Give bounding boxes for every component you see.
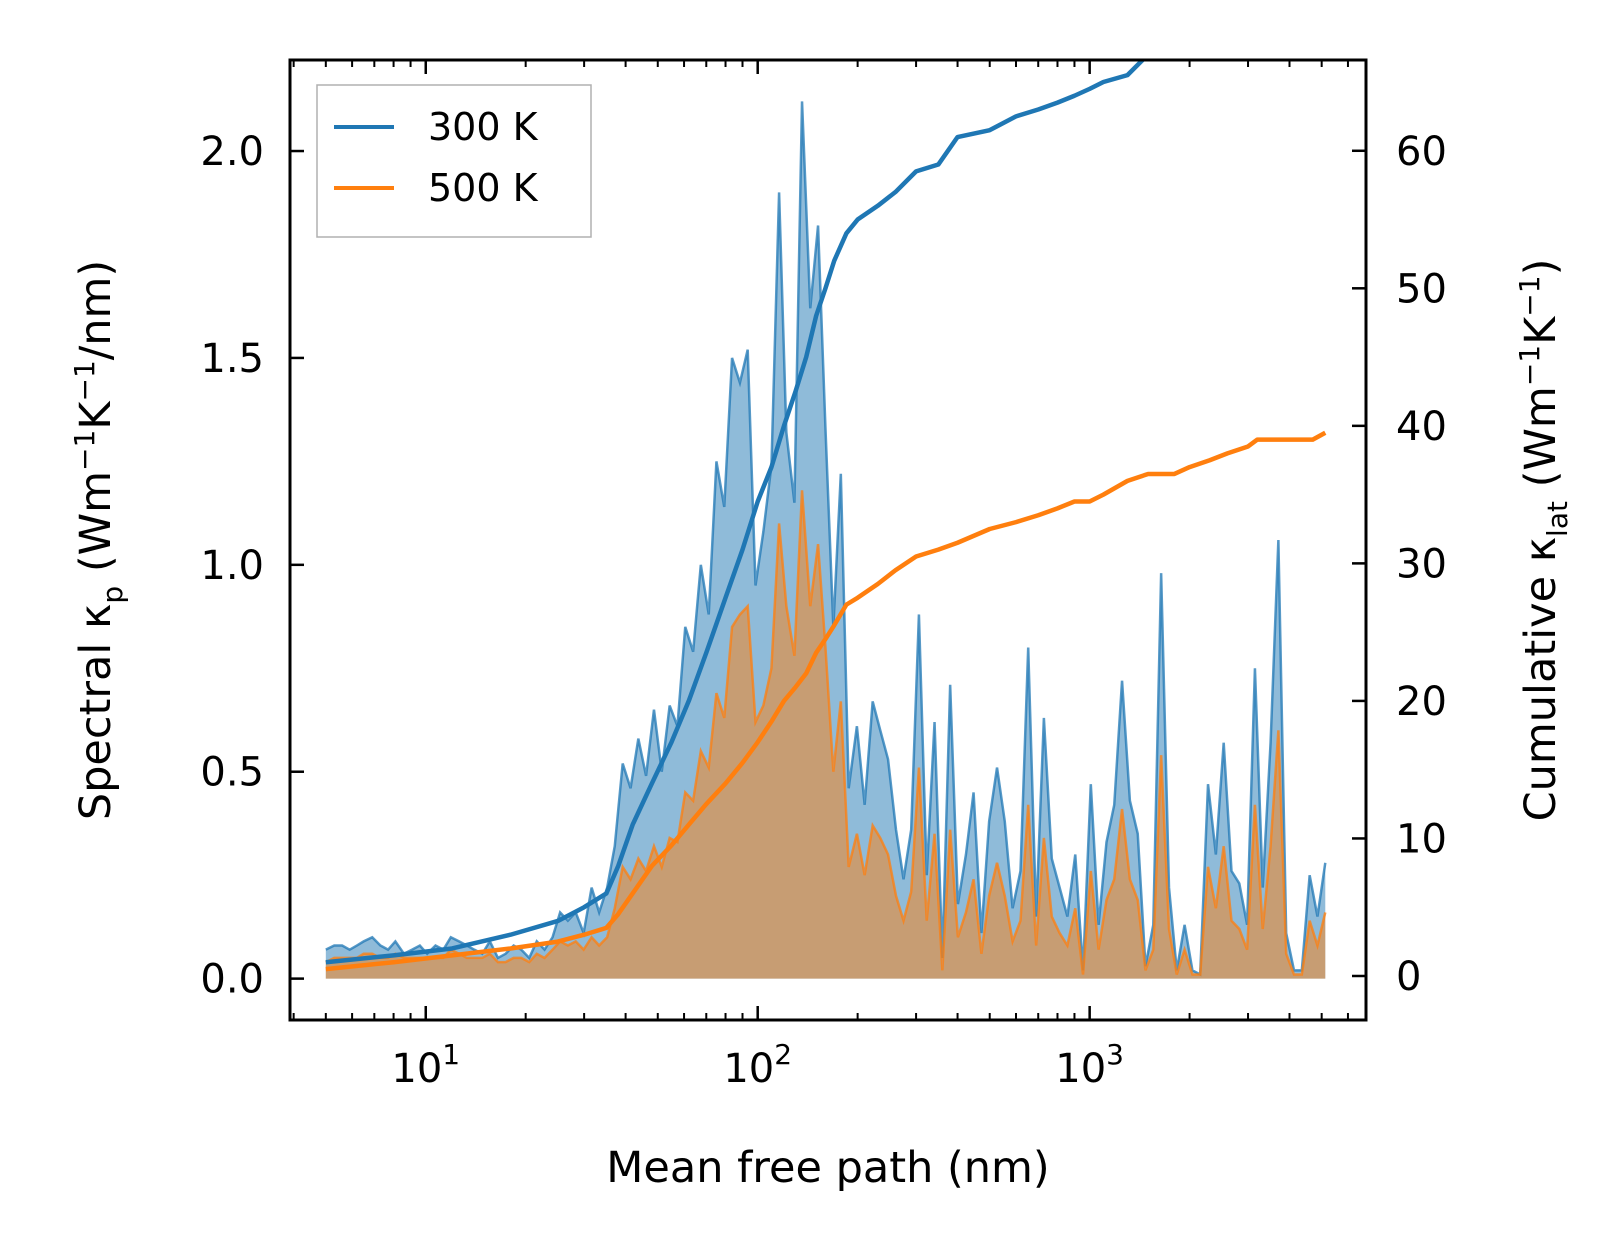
x-tick-label-exp: 3 bbox=[1106, 1038, 1124, 1071]
y-axis-label-right: Cumulative κlat (Wm−1K−1) bbox=[1513, 259, 1574, 822]
y-right-label-subscript: lat bbox=[1541, 501, 1574, 537]
legend-box bbox=[316, 84, 592, 238]
y-left-label-exp1: −1 bbox=[68, 430, 101, 471]
y-right-tick-label: 20 bbox=[1396, 679, 1447, 725]
x-tick-label-base: 10 bbox=[723, 1046, 774, 1092]
y-left-label-units-open: (Wm bbox=[71, 471, 121, 586]
spectral-line-500k bbox=[325, 490, 1327, 976]
y-axis-label-left: Spectral κp (Wm−1K−1/nm) bbox=[68, 260, 129, 820]
y-left-label-subscript: p bbox=[96, 586, 129, 604]
y-right-label-mid: K bbox=[1516, 315, 1566, 345]
y-left-tick-label: 2.0 bbox=[200, 129, 264, 175]
x-tick-label-exp: 1 bbox=[442, 1038, 460, 1071]
ticks-layer bbox=[290, 60, 1366, 1020]
spectral-area-300k bbox=[325, 101, 1326, 979]
spectral-area-500k bbox=[325, 490, 1326, 979]
y-right-tick-label: 50 bbox=[1396, 266, 1447, 312]
series-layer bbox=[325, 60, 1327, 979]
cumulative-line-500k bbox=[325, 430, 1327, 972]
y-left-label-mid: K bbox=[71, 400, 121, 430]
y-left-tick-label: 0.5 bbox=[200, 750, 264, 796]
y-right-label-units-open: (Wm bbox=[1516, 386, 1566, 501]
legend-label-300k: 300 K bbox=[428, 105, 539, 149]
x-tick-label-base: 10 bbox=[1055, 1046, 1106, 1092]
x-tick-label: 103 bbox=[1055, 1038, 1124, 1092]
y-right-label-prefix: Cumulative κ bbox=[1516, 537, 1566, 821]
x-tick-label-exp: 2 bbox=[774, 1038, 792, 1071]
y-right-tick-label: 0 bbox=[1396, 954, 1421, 1000]
y-right-label-exp1: −1 bbox=[1513, 345, 1546, 386]
legend-label-500k: 500 K bbox=[428, 166, 539, 210]
y-right-tick-label: 10 bbox=[1396, 816, 1447, 862]
y-right-label-exp2: −1 bbox=[1513, 275, 1546, 316]
legend: 300 K 500 K bbox=[316, 84, 592, 238]
y-left-tick-label: 1.0 bbox=[200, 543, 264, 589]
y-right-tick-label: 60 bbox=[1396, 129, 1447, 175]
y-right-tick-label: 30 bbox=[1396, 541, 1447, 587]
spectral-line-300k bbox=[325, 101, 1327, 977]
y-left-label-exp2: −1 bbox=[68, 360, 101, 401]
y-left-tick-label: 1.5 bbox=[200, 336, 264, 382]
x-axis-label: Mean free path (nm) bbox=[606, 1143, 1049, 1193]
x-tick-label: 101 bbox=[391, 1038, 460, 1092]
y-left-label-prefix: Spectral κ bbox=[71, 604, 121, 821]
y-left-tick-label: 0.0 bbox=[200, 957, 264, 1003]
x-tick-label: 102 bbox=[723, 1038, 792, 1092]
y-right-tick-label: 40 bbox=[1396, 404, 1447, 450]
y-right-label-units-close: ) bbox=[1516, 259, 1566, 276]
plot-area bbox=[325, 60, 1327, 979]
x-tick-label-base: 10 bbox=[391, 1046, 442, 1092]
cumulative-line-300k bbox=[325, 60, 1146, 965]
plot-frame bbox=[288, 58, 1368, 1022]
y-left-label-units-close: /nm) bbox=[71, 260, 121, 360]
